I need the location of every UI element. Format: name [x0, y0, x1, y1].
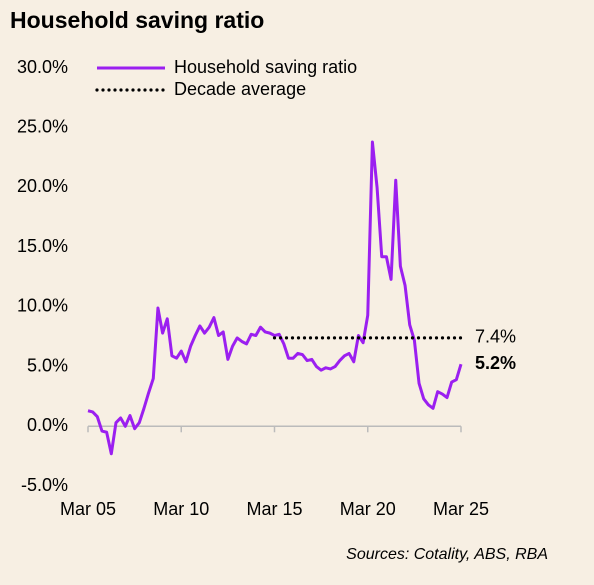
x-tick-label: Mar 05 — [60, 499, 116, 519]
x-tick-label: Mar 15 — [246, 499, 302, 519]
y-tick-label: 20.0% — [17, 176, 68, 196]
y-tick-label: 10.0% — [17, 296, 68, 316]
series-line — [87, 140, 463, 456]
legend-label: Household saving ratio — [174, 57, 357, 77]
x-tick-label: Mar 20 — [340, 499, 396, 519]
x-tick-label: Mar 10 — [153, 499, 209, 519]
y-tick-label: 15.0% — [17, 236, 68, 256]
chart-title: Household saving ratio — [10, 7, 264, 33]
data-label: 5.2% — [475, 353, 516, 373]
y-tick-label: 5.0% — [27, 355, 68, 375]
x-tick-label: Mar 25 — [433, 499, 489, 519]
source: Sources: Cotality, ABS, RBA — [346, 546, 548, 563]
y-tick-label: 25.0% — [17, 116, 68, 136]
data-label: 7.4% — [475, 327, 516, 347]
y-tick-label: -5.0% — [21, 475, 68, 495]
legend-label: Decade average — [174, 79, 306, 99]
y-tick-label: 30.0% — [17, 57, 68, 77]
y-tick-label: 0.0% — [27, 415, 68, 435]
